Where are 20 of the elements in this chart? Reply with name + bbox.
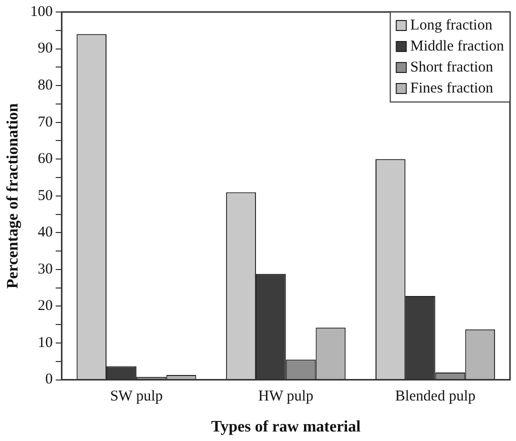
x-tick-label: Blended pulp [395, 388, 476, 405]
legend-label: Fines fraction [410, 80, 494, 96]
legend-label: Long fraction [410, 17, 493, 34]
y-tick-label: 40 [38, 224, 53, 241]
y-tick-label: 70 [38, 114, 53, 130]
y-tick-label: 90 [38, 40, 53, 57]
y-tick-label: 100 [30, 4, 53, 20]
x-axis-title: Types of raw material [211, 418, 362, 436]
y-tick-label: 80 [38, 77, 53, 94]
y-tick-label: 20 [38, 298, 53, 314]
legend-label: Short fraction [410, 59, 494, 76]
y-tick-label: 0 [45, 372, 53, 388]
y-tick-label: 30 [38, 261, 53, 278]
x-tick-label: HW pulp [258, 388, 314, 405]
y-tick-label: 10 [38, 334, 53, 351]
y-tick-label: 60 [38, 151, 53, 168]
legend-label: Middle fraction [410, 38, 504, 54]
y-axis-title: Percentage of fractionation [4, 103, 22, 289]
y-tick-label: 50 [38, 188, 53, 204]
x-tick-label: SW pulp [110, 388, 163, 405]
